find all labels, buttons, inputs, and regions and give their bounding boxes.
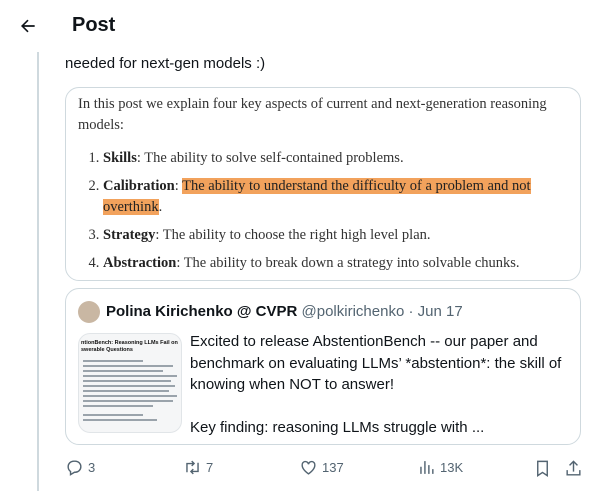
aspect-item: Skills: The ability to solve self-contai…	[103, 148, 568, 169]
aspect-term: Skills	[103, 150, 137, 166]
header: Post	[0, 0, 599, 52]
author-name: Polina Kirichenko @ CVPR	[106, 303, 298, 320]
header-title: Post	[72, 14, 116, 36]
tweet-text: needed for next-gen models :)	[65, 55, 266, 72]
reply-button[interactable]: 3	[65, 458, 95, 477]
quote-paragraph: Key finding: reasoning LLMs struggle wit…	[190, 418, 485, 436]
avatar	[78, 301, 100, 323]
thumbnail-title: ntionBench: Reasoning LLMs Fail on swera…	[81, 340, 178, 353]
like-count: 137	[322, 460, 344, 475]
action-bar: 3 7 137 13K	[65, 458, 585, 480]
author-handle: @polkirichenko	[301, 303, 405, 320]
post-image[interactable]: In this post we explain four key aspects…	[65, 87, 581, 281]
quoted-post[interactable]: Polina Kirichenko @ CVPR @polkirichenko …	[65, 288, 581, 445]
aspect-text: .	[158, 199, 163, 215]
quote-author: Polina Kirichenko @ CVPR @polkirichenko …	[106, 303, 463, 320]
aspect-term: Calibration	[103, 178, 175, 194]
quote-paragraph: Excited to release AbstentionBench -- ou…	[190, 333, 562, 393]
thread-line	[37, 52, 39, 491]
aspect-text: : The ability to solve self-contained pr…	[136, 150, 404, 166]
share-button[interactable]	[564, 459, 583, 478]
quote-thumbnail: ntionBench: Reasoning LLMs Fail on swera…	[78, 333, 182, 433]
aspect-text: : The ability to choose the right high l…	[155, 227, 431, 243]
back-button[interactable]	[18, 16, 38, 36]
aspect-text: : The ability to break down a strategy i…	[176, 255, 520, 271]
aspect-term: Strategy	[103, 227, 156, 243]
bookmark-button[interactable]	[533, 459, 552, 478]
aspect-item: Strategy: The ability to choose the righ…	[103, 225, 568, 246]
aspect-term: Abstraction	[103, 255, 177, 271]
like-button[interactable]: 137	[299, 458, 344, 477]
reply-count: 3	[88, 460, 96, 475]
quote-text: Excited to release AbstentionBench -- ou…	[190, 331, 570, 459]
aspect-item: Calibration: The ability to understand t…	[103, 176, 568, 218]
repost-count: 7	[206, 460, 214, 475]
view-count: 13K	[440, 460, 464, 475]
aspect-text: :	[174, 178, 183, 194]
aspect-list: Skills: The ability to solve self-contai…	[78, 148, 568, 274]
repost-button[interactable]: 7	[183, 458, 213, 477]
aspect-item: Abstraction: The ability to break down a…	[103, 253, 568, 274]
views-button[interactable]: 13K	[417, 458, 463, 477]
image-intro: In this post we explain four key aspects…	[78, 96, 547, 133]
post-date: · Jun 17	[408, 303, 463, 320]
